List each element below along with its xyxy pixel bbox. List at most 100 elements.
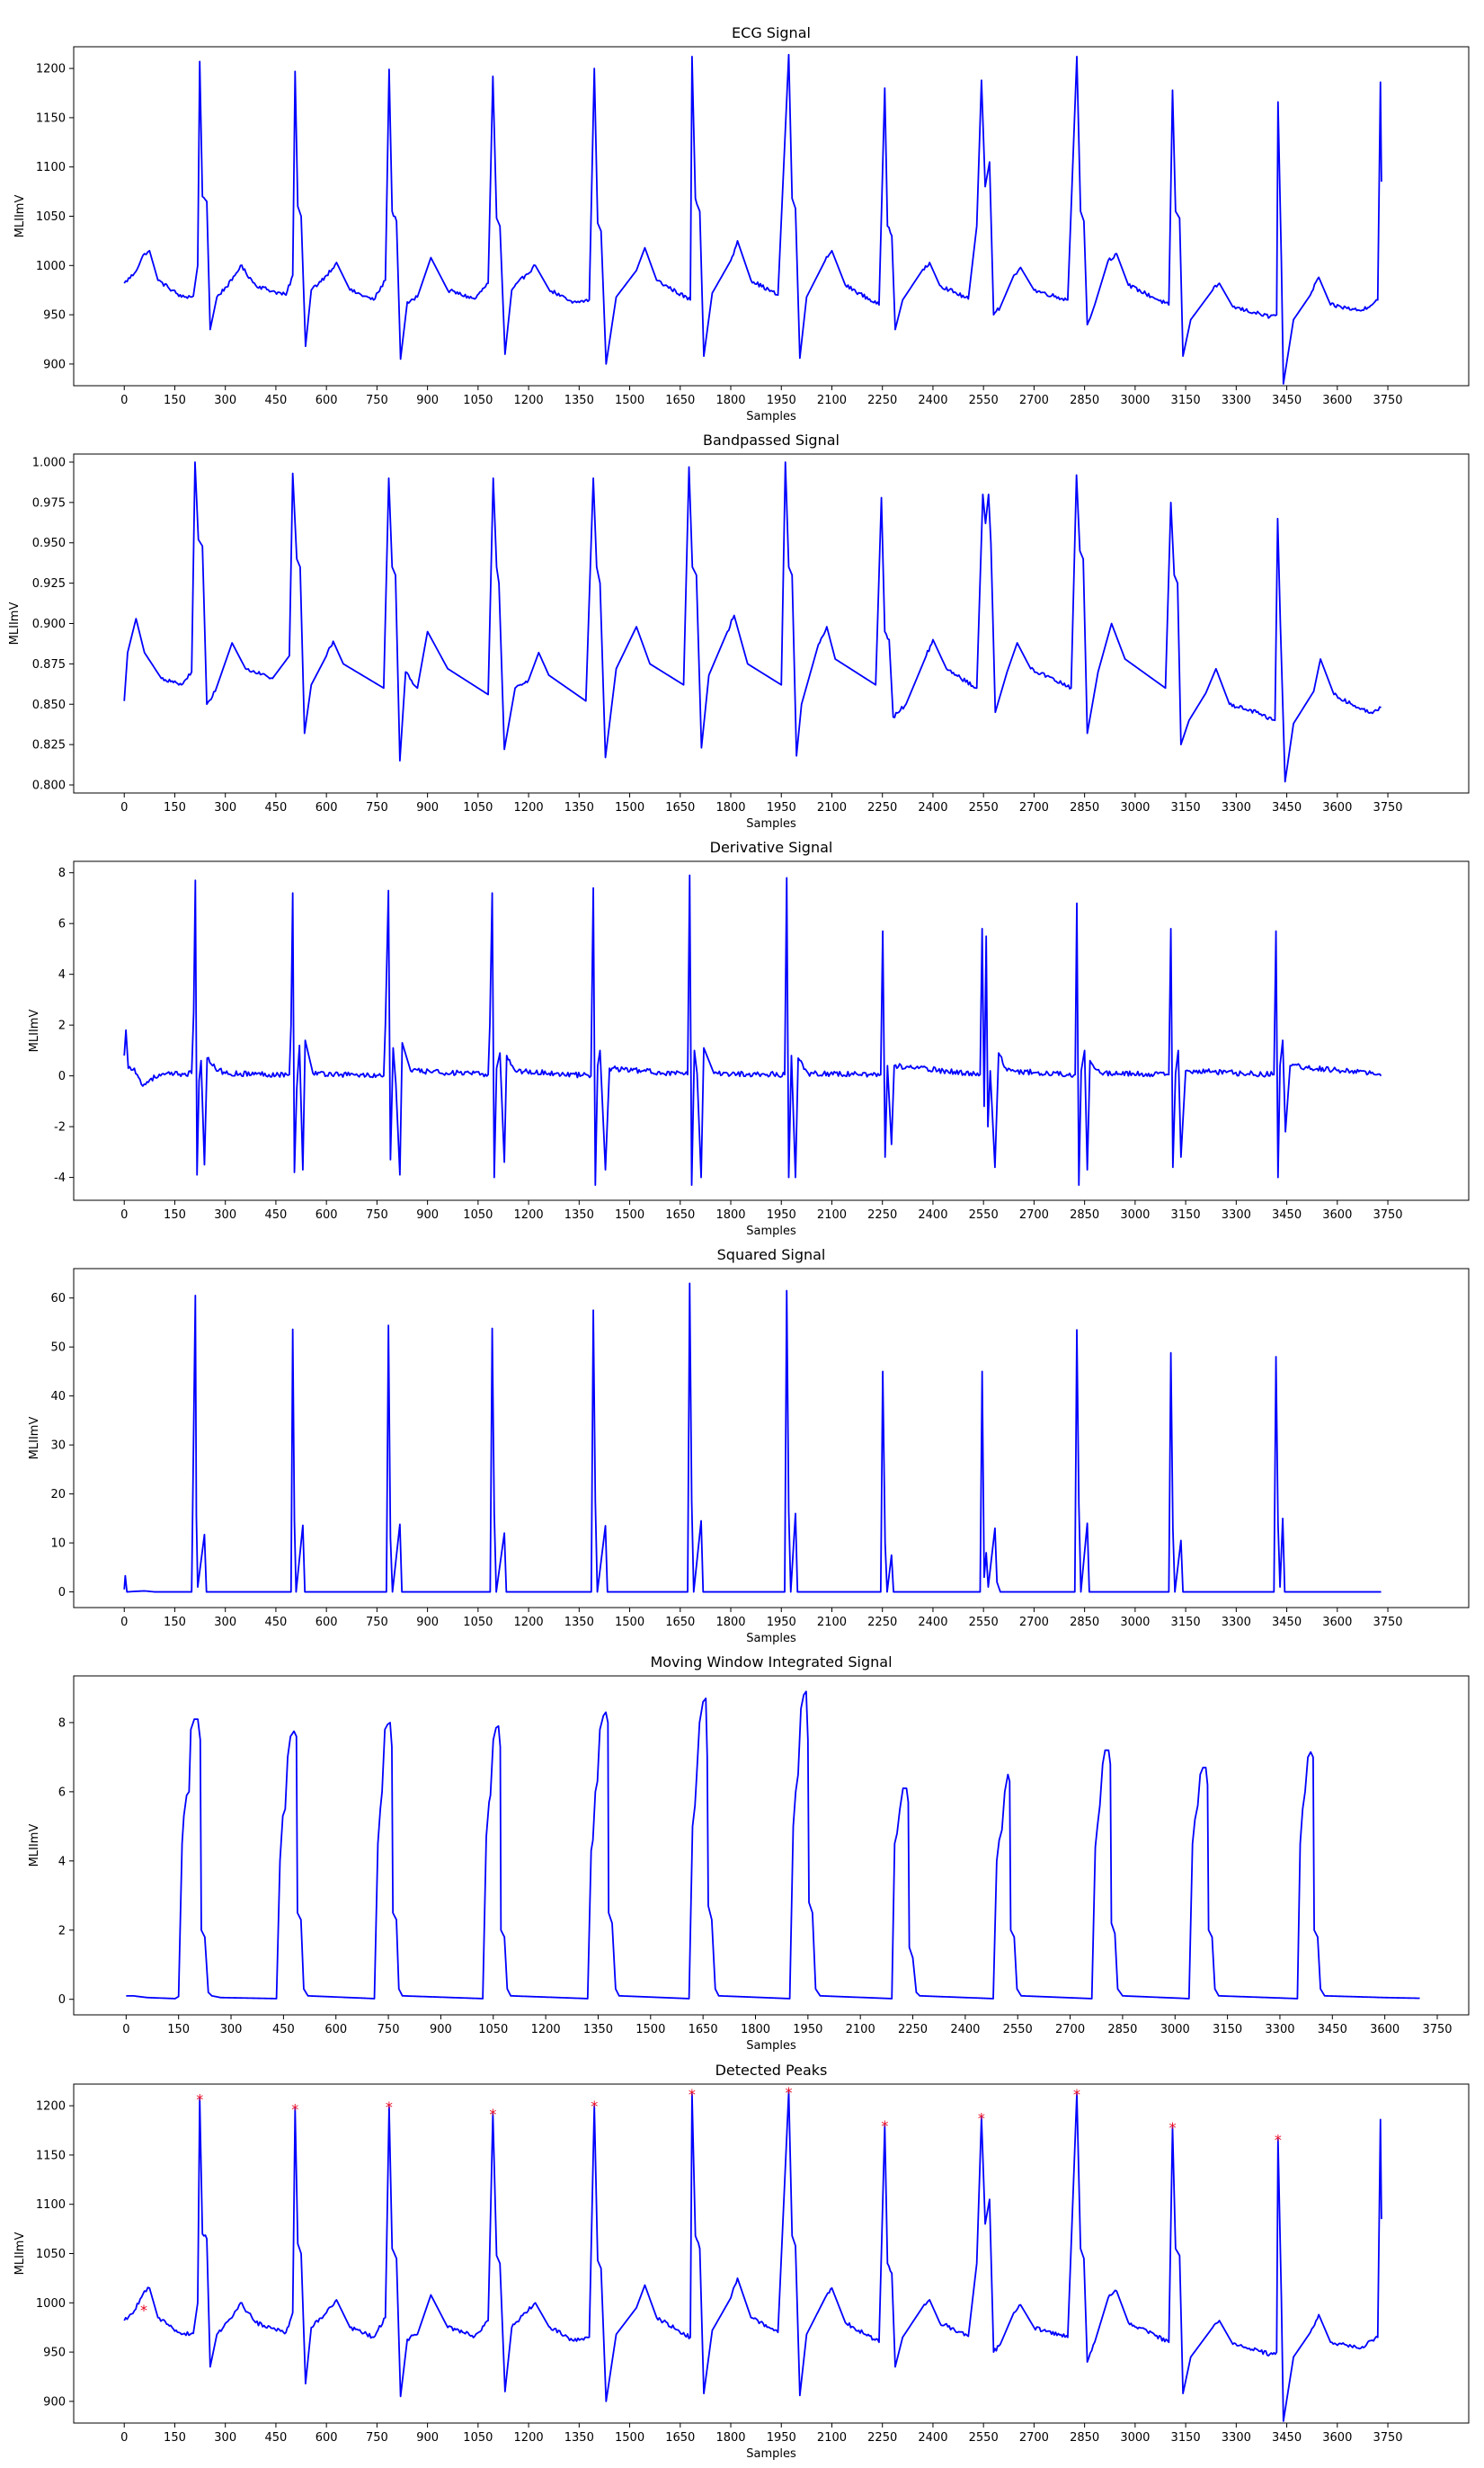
chart-title: ECG Signal xyxy=(732,24,811,41)
axes-frame xyxy=(73,453,1470,794)
y-axis-label: MLIImV xyxy=(28,1010,41,1053)
x-tick-label: 2250 xyxy=(867,1616,897,1629)
x-tick-label: 0 xyxy=(120,1208,128,1222)
x-tick-label: 2400 xyxy=(950,2023,980,2036)
y-tick-label: 40 xyxy=(50,1390,66,1403)
x-tick-label: 150 xyxy=(164,1616,186,1629)
x-tick-label: 2700 xyxy=(1019,801,1049,815)
x-tick-label: 3450 xyxy=(1272,1208,1302,1222)
x-tick-label: 3300 xyxy=(1222,1208,1251,1222)
x-tick-label: 1200 xyxy=(514,1616,544,1629)
x-tick-label: 300 xyxy=(214,801,236,815)
x-tick-label: 1350 xyxy=(564,1616,594,1629)
x-tick-label: 3150 xyxy=(1171,1616,1201,1629)
y-tick-label: 0 xyxy=(58,1070,66,1083)
x-tick-label: 3000 xyxy=(1160,2023,1190,2036)
x-tick-label: 1050 xyxy=(463,1616,493,1629)
x-tick-label: 1800 xyxy=(715,394,745,407)
peak-marker: * xyxy=(1169,2119,1176,2136)
x-tick-label: 2850 xyxy=(1070,394,1099,407)
x-tick-label: 1950 xyxy=(767,2431,796,2445)
x-tick-label: 3300 xyxy=(1222,1616,1251,1629)
x-tick-label: 1500 xyxy=(615,394,644,407)
x-tick-label: 0 xyxy=(120,2431,128,2445)
x-tick-label: 900 xyxy=(416,1616,439,1629)
x-tick-label: 1350 xyxy=(564,1208,594,1222)
x-tick-label: 900 xyxy=(430,2023,452,2036)
x-tick-label: 300 xyxy=(214,1616,236,1629)
y-tick-label: 1100 xyxy=(36,2198,66,2212)
x-tick-label: 0 xyxy=(122,2023,129,2036)
y-tick-label: 1000 xyxy=(36,260,66,273)
y-tick-label: 4 xyxy=(58,1855,66,1868)
y-tick-label: 0 xyxy=(58,1993,66,2007)
x-tick-label: 3000 xyxy=(1120,1616,1150,1629)
y-tick-label: 1100 xyxy=(36,161,66,174)
x-tick-label: 2100 xyxy=(817,801,847,815)
y-tick-label: 1200 xyxy=(36,2100,66,2114)
y-tick-label: 1000 xyxy=(36,2297,66,2311)
chart-title: Derivative Signal xyxy=(710,839,833,856)
x-tick-label: 600 xyxy=(315,2431,338,2445)
x-tick-label: 1650 xyxy=(665,1208,695,1222)
x-tick-label: 1050 xyxy=(478,2023,508,2036)
x-tick-label: 2250 xyxy=(867,2431,897,2445)
x-tick-label: 2850 xyxy=(1070,801,1099,815)
y-tick-label: 10 xyxy=(50,1537,66,1551)
x-tick-label: 2100 xyxy=(817,1208,847,1222)
x-tick-label: 1650 xyxy=(665,394,695,407)
x-tick-label: 3300 xyxy=(1222,394,1251,407)
axes-frame xyxy=(73,46,1470,387)
x-tick-label: 450 xyxy=(265,394,288,407)
peak-marker: * xyxy=(881,2117,888,2134)
x-tick-label: 3450 xyxy=(1272,1616,1302,1629)
x-tick-label: 3750 xyxy=(1373,2431,1402,2445)
peak-marker: * xyxy=(591,2098,598,2115)
x-tick-label: 2100 xyxy=(817,1616,847,1629)
peak-marker: * xyxy=(785,2084,792,2101)
x-tick-label: 450 xyxy=(265,801,288,815)
y-tick-label: 0.850 xyxy=(32,699,66,712)
x-tick-label: 1050 xyxy=(463,394,493,407)
y-axis-label: MLIImV xyxy=(13,195,27,238)
chart-panel-2: Bandpassed Signal 0 150 300 450 600 750 900 1050… xyxy=(8,432,1470,831)
y-tick-label: 900 xyxy=(43,2395,66,2409)
x-tick-label: 2250 xyxy=(867,801,897,815)
x-tick-label: 3600 xyxy=(1322,394,1352,407)
x-tick-label: 1650 xyxy=(665,1616,695,1629)
y-tick-label: 0.975 xyxy=(32,496,66,510)
y-axis-label: MLIImV xyxy=(13,2232,27,2276)
x-tick-label: 3600 xyxy=(1322,1616,1352,1629)
y-tick-label: 2 xyxy=(58,1020,66,1033)
x-tick-label: 3000 xyxy=(1120,1208,1150,1222)
x-tick-label: 2550 xyxy=(1003,2023,1033,2036)
y-tick-label: 1200 xyxy=(36,63,66,76)
axes-frame xyxy=(73,1268,1470,1608)
x-tick-label: 3300 xyxy=(1265,2023,1294,2036)
x-tick-label: 1650 xyxy=(665,801,695,815)
signal-line xyxy=(123,461,1382,783)
x-tick-label: 600 xyxy=(315,801,338,815)
x-tick-label: 2550 xyxy=(969,801,999,815)
x-tick-label: 1350 xyxy=(583,2023,613,2036)
chart-panel-6: Detected Peaks * * * * * * * * * * * * * 0 150 300 450 600… xyxy=(13,2062,1470,2461)
x-tick-label: 1800 xyxy=(715,2431,745,2445)
axes-frame xyxy=(73,860,1470,1201)
x-tick-label: 2400 xyxy=(918,1616,947,1629)
x-tick-label: 2850 xyxy=(1070,1616,1099,1629)
x-tick-label: 1350 xyxy=(564,2431,594,2445)
x-tick-label: 1650 xyxy=(689,2023,718,2036)
y-tick-label: 0.950 xyxy=(32,537,66,550)
signal-line xyxy=(123,53,1382,385)
chart-title: Moving Window Integrated Signal xyxy=(650,1653,892,1671)
x-tick-label: 2400 xyxy=(918,1208,947,1222)
axes-frame xyxy=(73,1675,1470,2016)
x-tick-label: 750 xyxy=(378,2023,400,2036)
x-tick-label: 150 xyxy=(167,2023,190,2036)
y-tick-label: -4 xyxy=(54,1172,66,1185)
x-tick-label: 300 xyxy=(214,2431,236,2445)
x-tick-label: 750 xyxy=(366,2431,388,2445)
x-tick-label: 1800 xyxy=(741,2023,770,2036)
y-tick-label: 6 xyxy=(58,918,66,931)
